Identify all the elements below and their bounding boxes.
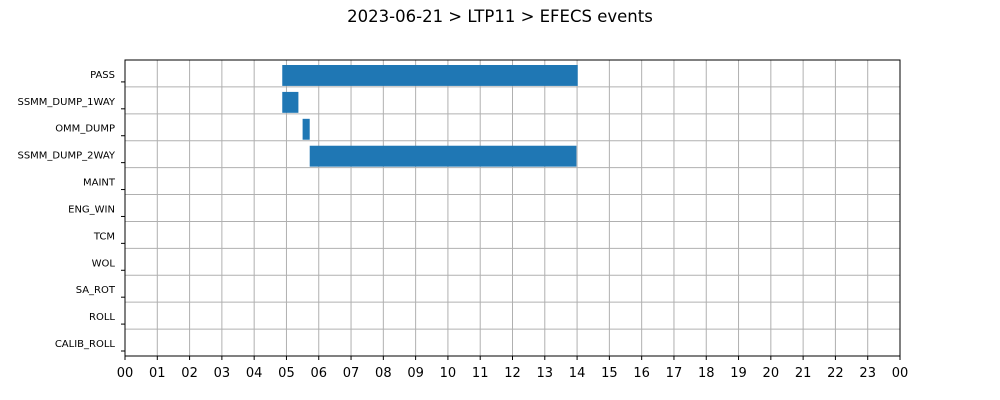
y-tick-label: TCM [93, 231, 115, 242]
x-tick-label: 18 [698, 366, 715, 381]
x-tick-label: 08 [375, 366, 392, 381]
x-tick-label: 04 [246, 366, 263, 381]
bars-layer [282, 65, 578, 167]
y-axis: PASS SSMM_DUMP_1WAY OMM_DUMP SSMM_DUMP_2WAY… [17, 70, 125, 352]
x-tick-label: 10 [440, 366, 457, 381]
x-tick-label: 05 [278, 366, 295, 381]
x-tick-label: 17 [666, 366, 683, 381]
y-tick-label: WOL [92, 258, 116, 269]
x-tick-label: 00 [892, 366, 909, 381]
y-tick-label: SSMM_DUMP_2WAY [17, 151, 115, 162]
x-tick-label: 00 [117, 366, 134, 381]
y-tick-label: PASS [90, 70, 115, 81]
x-tick-label: 23 [859, 366, 876, 381]
x-tick-label: 15 [601, 366, 618, 381]
event-bar-ssmm-dump-2way [309, 145, 577, 167]
x-tick-label: 19 [730, 366, 747, 381]
x-tick-label: 22 [827, 366, 844, 381]
x-tick-label: 03 [214, 366, 231, 381]
y-tick-label: SA_ROT [76, 285, 116, 296]
x-tick-label: 21 [795, 366, 812, 381]
x-tick-label: 06 [310, 366, 327, 381]
x-tick-label: 12 [504, 366, 521, 381]
x-tick-label: 02 [181, 366, 198, 381]
x-tick-label: 13 [537, 366, 554, 381]
y-tick-label: ROLL [89, 312, 115, 323]
y-tick-label: MAINT [83, 178, 116, 189]
x-tick-label: 16 [633, 366, 650, 381]
x-axis: 00 01 02 03 04 05 06 07 08 09 10 11 12 13 14 15 16 17 18 19… [117, 356, 909, 381]
x-tick-label: 20 [763, 366, 780, 381]
y-tick-label: CALIB_ROLL [55, 339, 116, 350]
event-bar-ssmm-dump-1way [282, 91, 299, 113]
x-tick-label: 11 [472, 366, 489, 381]
x-tick-label: 01 [149, 366, 166, 381]
grid-layer [124, 60, 901, 356]
x-tick-label: 07 [343, 366, 360, 381]
event-bar-omm-dump [302, 118, 310, 140]
chart-title: 2023-06-21 > LTP11 > EFECS events [347, 7, 653, 26]
x-tick-label: 09 [407, 366, 424, 381]
event-bar-pass [282, 65, 578, 86]
x-tick-label: 14 [569, 366, 586, 381]
y-tick-label: OMM_DUMP [55, 124, 115, 135]
y-tick-label: ENG_WIN [68, 204, 115, 215]
y-tick-label: SSMM_DUMP_1WAY [17, 97, 115, 108]
